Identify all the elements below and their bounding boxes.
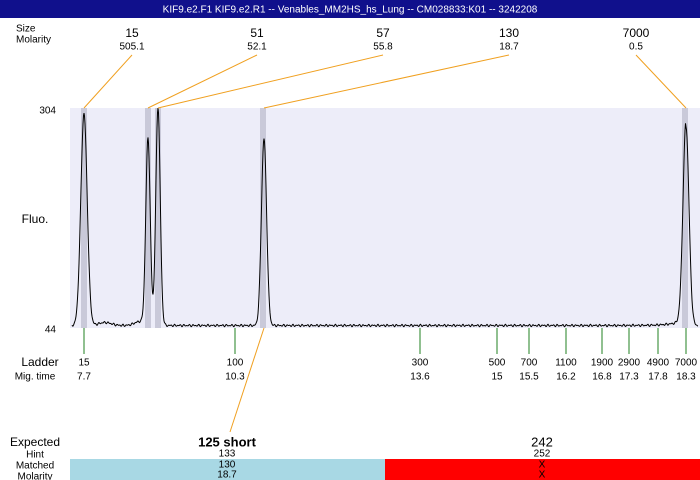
header-title: KIF9.e2.F1 KIF9.e2.R1 -- Venables_MM2HS_… [163,5,538,16]
peak-molarity: 0.5 [629,42,643,53]
ladder-time: 7.7 [77,372,91,383]
expected-connector [229,327,265,433]
ladder-size: 7000 [675,358,698,369]
y-bottom-label: 44 [45,325,57,336]
product-title: 125 short [198,434,256,449]
peak-molarity: 18.7 [499,42,519,53]
y-top-label: 304 [39,106,56,117]
product-hint: 133 [219,449,236,460]
ladder-size: 300 [412,358,429,369]
peak-molarity: 55.8 [373,42,393,53]
expected-row-label: Hint [26,450,44,461]
ladder-size: 700 [521,358,538,369]
ladder-time: 17.8 [648,372,668,383]
ladder-size: 4900 [647,358,670,369]
ladder-size: 100 [227,358,244,369]
ladder-size: 1100 [555,358,577,369]
ladder-time: 15.5 [519,372,539,383]
y-axis-label: Fluo. [22,212,49,226]
expected-row-label: Molarity [17,472,52,480]
peak-connector [635,54,687,109]
peak-band [682,108,688,328]
product-molarity: 18.7 [217,470,237,480]
mig-time-label: Mig. time [15,372,56,383]
peak-size: 130 [499,26,519,40]
expected-label: Expected [10,435,60,449]
unmatched-bar [385,459,700,480]
plot-area [70,108,700,328]
peak-connector [147,54,258,109]
size-label: Size [16,24,36,35]
matched-bar [70,459,385,480]
ladder-size: 1900 [591,358,614,369]
peak-band [145,108,151,328]
product-matched: 130 [219,460,236,471]
ladder-time: 18.3 [676,372,696,383]
peak-size: 51 [250,26,264,40]
ladder-size: 2900 [618,358,641,369]
peak-size: 15 [125,26,139,40]
ladder-time: 16.2 [556,372,576,383]
ladder-time: 13.6 [410,372,430,383]
expected-row-label: Matched [16,461,54,472]
peak-size: 57 [376,26,390,40]
ladder-time: 17.3 [619,372,639,383]
ladder-time: 15 [491,372,503,383]
peak-connector [83,54,133,109]
trace [71,107,699,328]
product-molarity: X [539,470,546,480]
peak-molarity: 52.1 [247,42,267,53]
molarity-label: Molarity [16,35,51,46]
peak-band [260,108,266,328]
ladder-size: 500 [489,358,506,369]
ladder-label: Ladder [21,355,58,369]
product-hint: 252 [534,449,551,460]
ladder-time: 16.8 [592,372,612,383]
peak-band [81,108,87,328]
ladder-size: 15 [78,358,90,369]
ladder-time: 10.3 [225,372,245,383]
header-bar [0,0,700,18]
product-title: 242 [531,434,553,449]
peak-band [155,108,161,328]
product-matched: X [539,460,546,471]
peak-connector [157,54,384,109]
peak-molarity: 505.1 [119,42,144,53]
peak-connector [263,54,510,109]
peak-size: 7000 [623,26,650,40]
